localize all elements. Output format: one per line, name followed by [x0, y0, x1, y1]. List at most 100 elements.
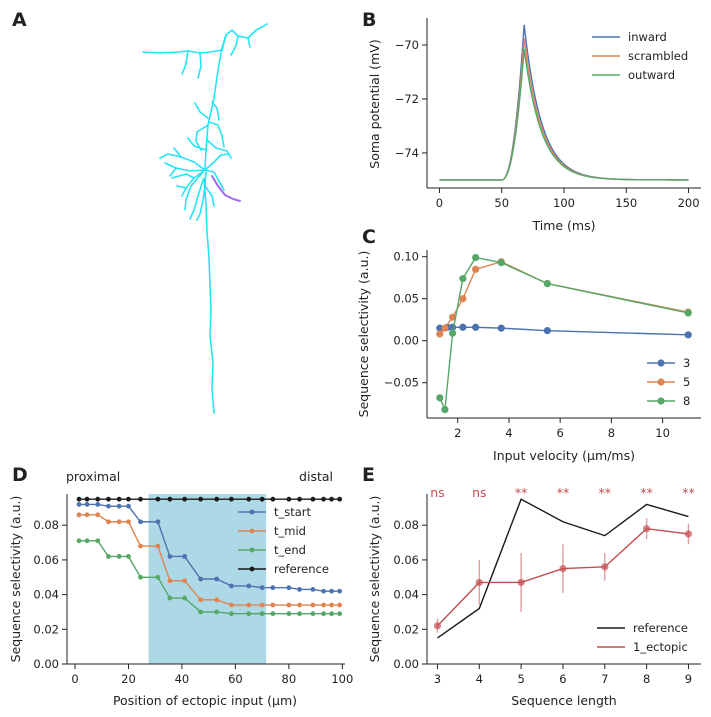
- data-point: [321, 611, 327, 617]
- significance-label: **: [515, 485, 528, 500]
- data-point: [228, 602, 234, 608]
- data-point: [116, 554, 122, 559]
- y-tick-label: 0.02: [393, 622, 419, 636]
- data-point: [449, 313, 457, 321]
- panel-c-xlabel: Input velocity (µm/ms): [493, 448, 635, 463]
- data-point: [228, 496, 234, 502]
- data-point: [138, 574, 143, 580]
- series-line-t_start: [79, 503, 340, 592]
- data-point: [182, 595, 188, 601]
- data-point: [270, 585, 276, 591]
- data-point: [441, 406, 449, 414]
- y-tick-label: 0.05: [393, 292, 419, 306]
- series-line-outward: [439, 48, 689, 181]
- panel-b-ylabel: Soma potential (mV): [367, 39, 382, 168]
- data-point: [182, 496, 188, 502]
- x-tick-label: 100: [553, 196, 575, 210]
- legend-marker: [657, 397, 665, 405]
- apical-tuft-right: [225, 23, 268, 39]
- data-point: [337, 602, 343, 608]
- data-point: [198, 609, 204, 615]
- legend-marker: [249, 509, 255, 515]
- panel-d-ectopic-position: 0 20 40 60 80 100 0.00 0.02 0.04 0.06 0.08 proxima…: [8, 469, 353, 708]
- significance-label: **: [557, 485, 570, 500]
- data-point: [167, 554, 173, 559]
- data-point: [286, 496, 292, 502]
- data-point: [270, 496, 276, 502]
- y-tick-label: 0.06: [393, 553, 419, 567]
- data-point: [116, 519, 122, 525]
- y-tick-label: 0.04: [393, 588, 419, 602]
- data-point: [106, 519, 111, 525]
- data-point: [126, 519, 131, 525]
- data-point: [246, 611, 252, 617]
- data-point: [329, 611, 335, 617]
- data-point: [497, 324, 505, 332]
- legend-label: reference: [633, 621, 688, 635]
- data-point: [497, 259, 505, 267]
- x-tick-label: 2: [454, 426, 461, 440]
- data-point: [84, 538, 90, 544]
- data-point: [155, 519, 161, 525]
- data-point: [321, 496, 327, 502]
- legend-label: 8: [683, 394, 690, 408]
- panel-c-velocity: 2 4 6 8 10 −0.05 0.00 0.05 0.10 Input velocity (…: [356, 250, 701, 463]
- x-tick-label: 4: [476, 672, 483, 686]
- data-point: [95, 502, 101, 507]
- x-tick-label: 80: [282, 672, 297, 686]
- data-point: [246, 602, 252, 608]
- panel-d-xlabel: Position of ectopic input (µm): [113, 693, 297, 708]
- data-point: [601, 563, 609, 571]
- data-point: [321, 602, 327, 608]
- neuron-morphology: [142, 23, 268, 414]
- data-point: [76, 496, 82, 502]
- legend-label: t_end: [274, 543, 306, 557]
- data-point: [228, 611, 234, 617]
- data-point: [259, 602, 265, 608]
- basal-left-2: [169, 147, 195, 197]
- data-point: [167, 595, 173, 601]
- data-point: [329, 602, 335, 608]
- data-point: [286, 585, 292, 591]
- data-point: [116, 496, 122, 502]
- data-point: [286, 602, 292, 608]
- data-point: [270, 602, 276, 608]
- data-point: [106, 496, 111, 502]
- data-point: [472, 265, 480, 273]
- data-point: [297, 496, 302, 502]
- significance-label: ns: [472, 485, 486, 500]
- data-point: [297, 602, 302, 608]
- data-point: [517, 578, 525, 587]
- data-point: [259, 611, 265, 617]
- panel-label-b: B: [362, 9, 376, 31]
- data-point: [543, 280, 551, 288]
- legend-label: inward: [628, 30, 667, 44]
- data-point: [76, 538, 82, 544]
- panel-e-legend: reference 1_ectopic: [597, 621, 688, 654]
- legend-label: reference: [274, 562, 329, 576]
- x-tick-label: 20: [121, 672, 136, 686]
- data-point: [337, 611, 343, 617]
- x-tick-label: 60: [228, 672, 243, 686]
- basal-right: [196, 153, 229, 221]
- x-tick-label: 4: [505, 426, 512, 440]
- y-tick-label: 0.08: [33, 518, 59, 532]
- data-point: [76, 502, 82, 507]
- axon: [203, 177, 215, 414]
- legend-label: t_mid: [274, 524, 306, 538]
- y-tick-label: 0.04: [33, 588, 59, 602]
- data-point: [138, 543, 143, 549]
- data-point: [436, 330, 444, 338]
- data-point: [138, 519, 143, 525]
- data-point: [297, 611, 302, 617]
- x-tick-label: 8: [608, 426, 615, 440]
- x-tick-label: 5: [517, 672, 524, 686]
- y-tick-label: 0.08: [393, 518, 419, 532]
- apical-tuft-right-2: [230, 35, 251, 56]
- data-point: [198, 576, 204, 582]
- data-point: [246, 583, 252, 589]
- oblique-right-1: [206, 101, 232, 159]
- y-tick-label: 0.00: [393, 334, 419, 348]
- x-tick-label: 40: [175, 672, 190, 686]
- data-point: [459, 295, 467, 303]
